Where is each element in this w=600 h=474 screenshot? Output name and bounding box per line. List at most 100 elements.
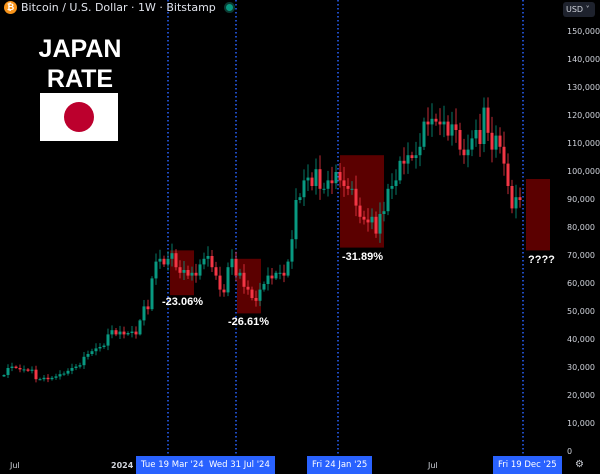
candle-body [366,219,370,223]
candle-body [206,256,210,259]
candle-body [158,258,162,262]
candle-body [434,118,438,122]
price-tick-label: 130,000 [567,83,600,92]
event-shaded-box [340,155,384,248]
candle-body [438,121,442,125]
candle-body [286,261,290,276]
candle-body [454,124,458,130]
price-tick-label: 90,000 [567,195,595,204]
candle-body [422,121,426,147]
candle-body [154,261,158,279]
candle-body [342,180,346,186]
candle-body [198,264,202,276]
candle-body [122,331,126,335]
event-date-label: Tue 19 Mar '24 [136,456,209,474]
candle-body [502,146,506,164]
event-change-label: -26.61% [228,316,269,328]
candle-body [30,369,34,371]
candle-body [338,172,342,181]
candle-body [18,368,22,370]
candle-body [318,169,322,189]
candle-body [370,216,374,223]
time-axis-label: Jul [428,461,438,470]
candle-body [414,155,418,158]
price-chart[interactable] [0,0,560,456]
candle-body [386,188,390,212]
price-tick-label: 10,000 [567,419,595,428]
candle-body [190,272,194,276]
candle-body [358,205,362,217]
candle-body [270,275,274,279]
candle-body [50,377,54,380]
event-date-label: Wed 31 Jul '24 [204,456,275,474]
candle-body [478,130,482,144]
time-axis-label: 2024 [111,461,134,470]
candle-body [326,180,330,189]
symbol-title[interactable]: Bitcoin / U.S. Dollar · 1W · Bitstamp [21,1,216,14]
candle-body [374,216,378,234]
candle-body [54,376,58,378]
settings-icon[interactable]: ⚙ [575,459,584,470]
candle-body [106,334,110,346]
candle-body [58,374,62,377]
candle-body [78,365,82,367]
price-tick-label: 120,000 [567,111,600,120]
symbol-header: ₿ Bitcoin / U.S. Dollar · 1W · Bitstamp [4,1,233,14]
candle-body [218,275,222,290]
candle-body [254,298,258,301]
candle-body [90,351,94,354]
price-tick-label: 30,000 [567,363,595,372]
candle-body [182,270,186,273]
candle-body [410,155,414,158]
candle-body [442,121,446,125]
event-shaded-box [170,250,194,296]
price-tick-label: 150,000 [567,27,600,36]
candle-body [162,258,166,265]
candle-body [382,211,386,214]
price-tick-label: 140,000 [567,55,600,64]
candle-body [202,258,206,265]
price-tick-label: 40,000 [567,335,595,344]
candle-body [146,306,150,310]
candle-body [2,375,6,377]
event-change-label: -31.89% [342,251,383,263]
candle-body [514,197,518,209]
candle-body [242,272,246,287]
candle-body [138,320,142,335]
candle-body [470,138,474,150]
candle-body [458,130,462,150]
candle-body [354,188,358,206]
candle-body [214,267,218,276]
candle-body [518,197,522,200]
candle-body [486,107,490,133]
candle-body [446,121,450,136]
candle-body [494,135,498,150]
candle-body [302,180,306,198]
candle-body [390,186,394,189]
title-line-1: JAPAN [38,35,122,63]
candle-body [506,163,510,186]
candle-body [490,132,494,150]
candle-body [394,180,398,186]
candle-body [26,369,30,371]
bitcoin-icon: ₿ [4,1,17,14]
candle-body [222,289,226,293]
candle-body [114,330,118,335]
candle-body [346,186,350,189]
candle-body [186,270,190,276]
candle-body [262,284,266,290]
candle-body [238,272,242,276]
currency-selector[interactable]: USD ˅ [563,2,595,17]
event-date-label: Fri 24 Jan '25 [307,456,373,474]
candle-body [334,172,338,184]
candle-body [258,289,262,301]
candle-body [402,160,406,164]
candle-body [22,369,26,371]
candle-body [170,253,174,259]
event-change-label: -23.06% [162,296,203,308]
candle-body [306,177,310,181]
candle-body [118,331,122,335]
candle-body [450,124,454,136]
candle-body [278,272,282,274]
price-tick-label: 70,000 [567,251,595,260]
